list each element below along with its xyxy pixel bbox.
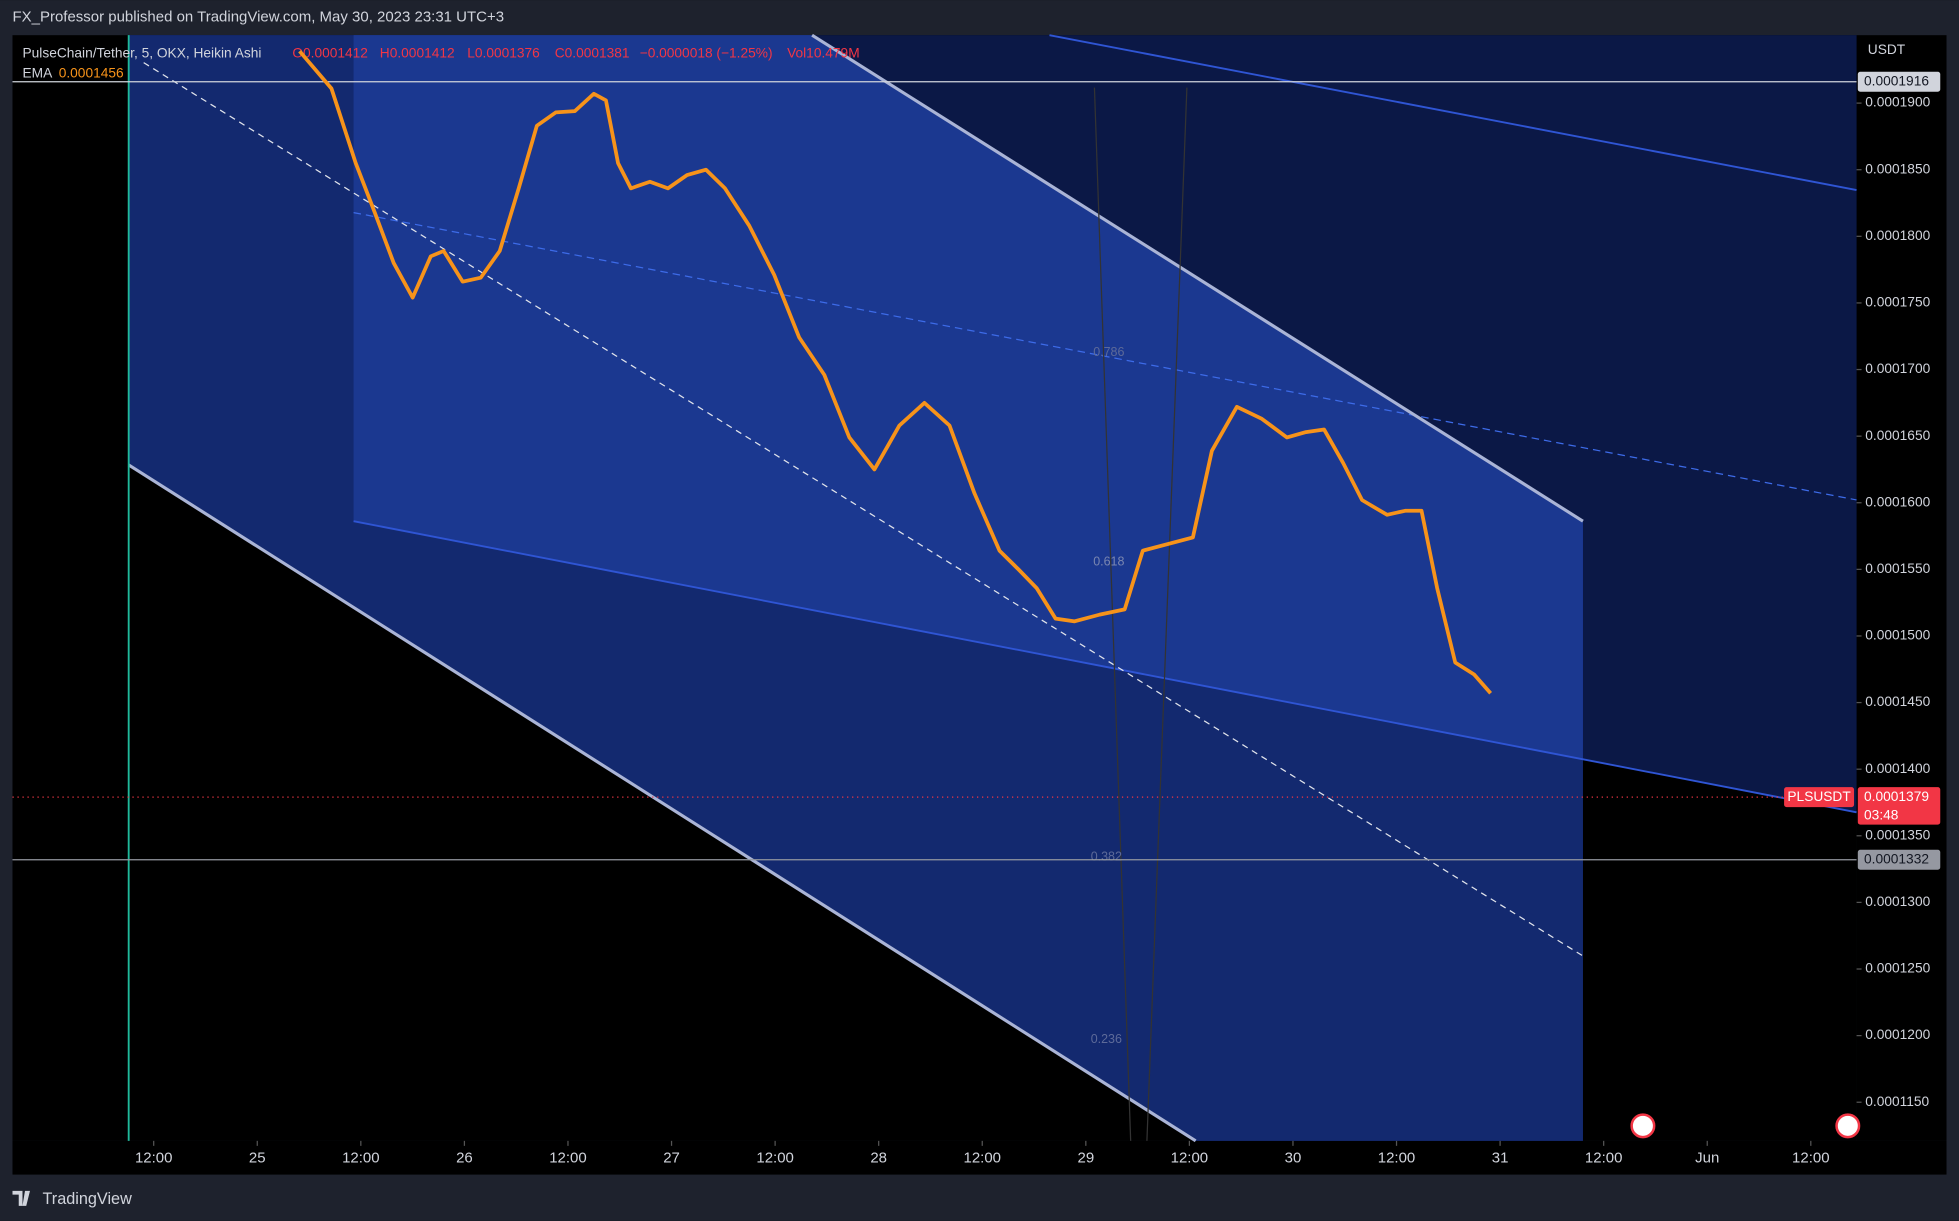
fib-label: 0.382 [1091,850,1122,864]
y-tick-label: 0.0001350 [1865,827,1930,842]
y-tick-label: 0.0001550 [1865,561,1930,576]
x-tick-label: 26 [456,1149,473,1166]
y-tick-label: 0.0001250 [1865,961,1930,976]
y-tick-label: 0.0001900 [1865,95,1930,110]
symbol-box [1784,787,1855,808]
legend-open: O0.0001412 [292,46,368,61]
countdown-label: 03:48 [1864,808,1899,823]
x-tick-label: 30 [1285,1149,1302,1166]
time-axis [12,1140,1947,1175]
event-icon[interactable] [1835,1113,1861,1139]
channel-midline [353,211,1857,501]
channel-line [353,520,1857,814]
legend-close: C0.0001381 [555,46,630,61]
event-icon[interactable] [1630,1113,1656,1139]
regression-midline [143,62,1584,957]
x-tick-label: 12:00 [1378,1149,1415,1166]
brand: TradingView [42,1190,132,1208]
y-tick-label: 0.0001300 [1865,894,1930,909]
legend-ema-name: EMA [22,66,53,81]
y-tick-label: 0.0001800 [1865,228,1930,243]
y-tick-label: 0.0001150 [1865,1094,1929,1109]
price-box [1857,849,1941,870]
x-tick-label: 31 [1492,1149,1509,1166]
price-box-label: 0.0001332 [1864,851,1929,866]
last-price-label: 0.0001379 [1864,789,1929,804]
publish-info: FX_Professor published on TradingView.co… [12,9,504,26]
price-box-label: 0.0001916 [1864,73,1929,88]
y-tick-label: 0.0001700 [1865,361,1930,376]
x-tick-label: 25 [249,1149,266,1166]
legend-high: H0.0001412 [380,46,455,61]
y-tick-label: 0.0001650 [1865,428,1930,443]
last-price-box [1857,787,1941,825]
fib-label: 0.618 [1093,555,1124,569]
channel-line [1049,34,1857,192]
x-tick-label: 12:00 [1585,1149,1622,1166]
x-tick-label: 12:00 [342,1149,380,1166]
fib-label: 0.236 [1091,1032,1122,1046]
legend-change: −0.0000018 (−1.25%) [640,46,773,61]
y-tick-label: 0.0001750 [1865,295,1930,310]
x-tick-label: Jun [1695,1149,1719,1166]
x-tick-label: 29 [1077,1149,1094,1166]
x-tick-label: 12:00 [135,1149,173,1166]
price-box [1857,71,1941,92]
fib-wedge [1093,87,1188,1141]
x-tick-label: 27 [663,1149,680,1166]
symbol-label: PLSUSDT [1787,789,1851,804]
x-tick-label: 28 [870,1149,887,1166]
legend-volume: Vol10.479M [787,46,860,61]
legend-low: L0.0001376 [467,46,540,61]
ema-line [298,49,1493,695]
upper-channel [353,35,1583,759]
channel-border [127,463,1197,1143]
y-tick-label: 0.0001200 [1865,1027,1930,1042]
legend-ema-value: 0.0001456 [59,66,124,81]
y-tick-label: 0.0001500 [1865,628,1930,643]
y-tick-label: 0.0001600 [1865,494,1930,509]
x-tick-label: 12:00 [756,1149,794,1166]
legend-symbol: PulseChain/Tether, 5, OKX, Heikin Ashi [22,46,261,61]
y-tick-label: 0.0001850 [1865,161,1930,176]
y-tick-label: 0.0001400 [1865,761,1930,776]
y-tick-label: 0.0001450 [1865,694,1930,709]
x-tick-label: 12:00 [964,1149,1002,1166]
x-tick-label: 12:00 [1171,1149,1209,1166]
x-tick-label: 12:00 [549,1149,587,1166]
currency-label: USDT [1868,42,1906,57]
fib-label: 0.786 [1093,345,1124,359]
x-tick-label: 12:00 [1792,1149,1830,1166]
price-axis [1856,35,1947,1141]
channel-border [811,33,1584,523]
